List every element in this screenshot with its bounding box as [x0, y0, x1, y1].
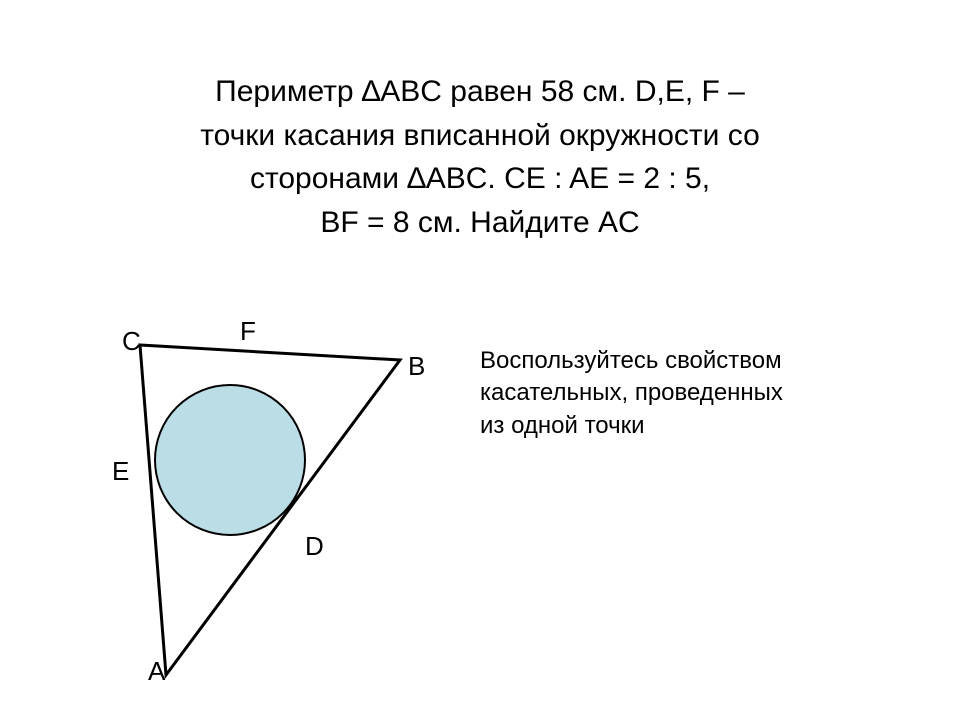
slide-page: Периметр ∆ABC равен 58 см. D,E, F – точк…: [0, 0, 960, 720]
label-a: A: [148, 656, 166, 686]
label-d: D: [305, 531, 324, 561]
label-f: F: [240, 316, 256, 346]
problem-statement: Периметр ∆ABC равен 58 см. D,E, F – точк…: [60, 70, 900, 244]
hint-line-2: касательных, проведенных: [480, 379, 783, 406]
problem-line-2: точки касания вписанной окружности со: [200, 119, 760, 152]
problem-line-3: сторонами ∆ABC. CE : AE = 2 : 5,: [250, 162, 710, 195]
hint-text: Воспользуйтесь свойством касательных, пр…: [480, 345, 910, 442]
problem-line-1: Периметр ∆ABC равен 58 см. D,E, F –: [215, 75, 745, 108]
label-e: E: [112, 456, 129, 486]
geometry-diagram: C F B E D A: [80, 320, 440, 690]
inscribed-circle: [155, 385, 305, 535]
label-b: B: [408, 351, 425, 381]
hint-line-3: из одной точки: [480, 412, 645, 439]
label-c: C: [122, 326, 141, 356]
problem-line-4: BF = 8 см. Найдите AC: [320, 206, 639, 239]
diagram-svg: C F B E D A: [80, 320, 440, 690]
hint-line-1: Воспользуйтесь свойством: [480, 347, 782, 374]
